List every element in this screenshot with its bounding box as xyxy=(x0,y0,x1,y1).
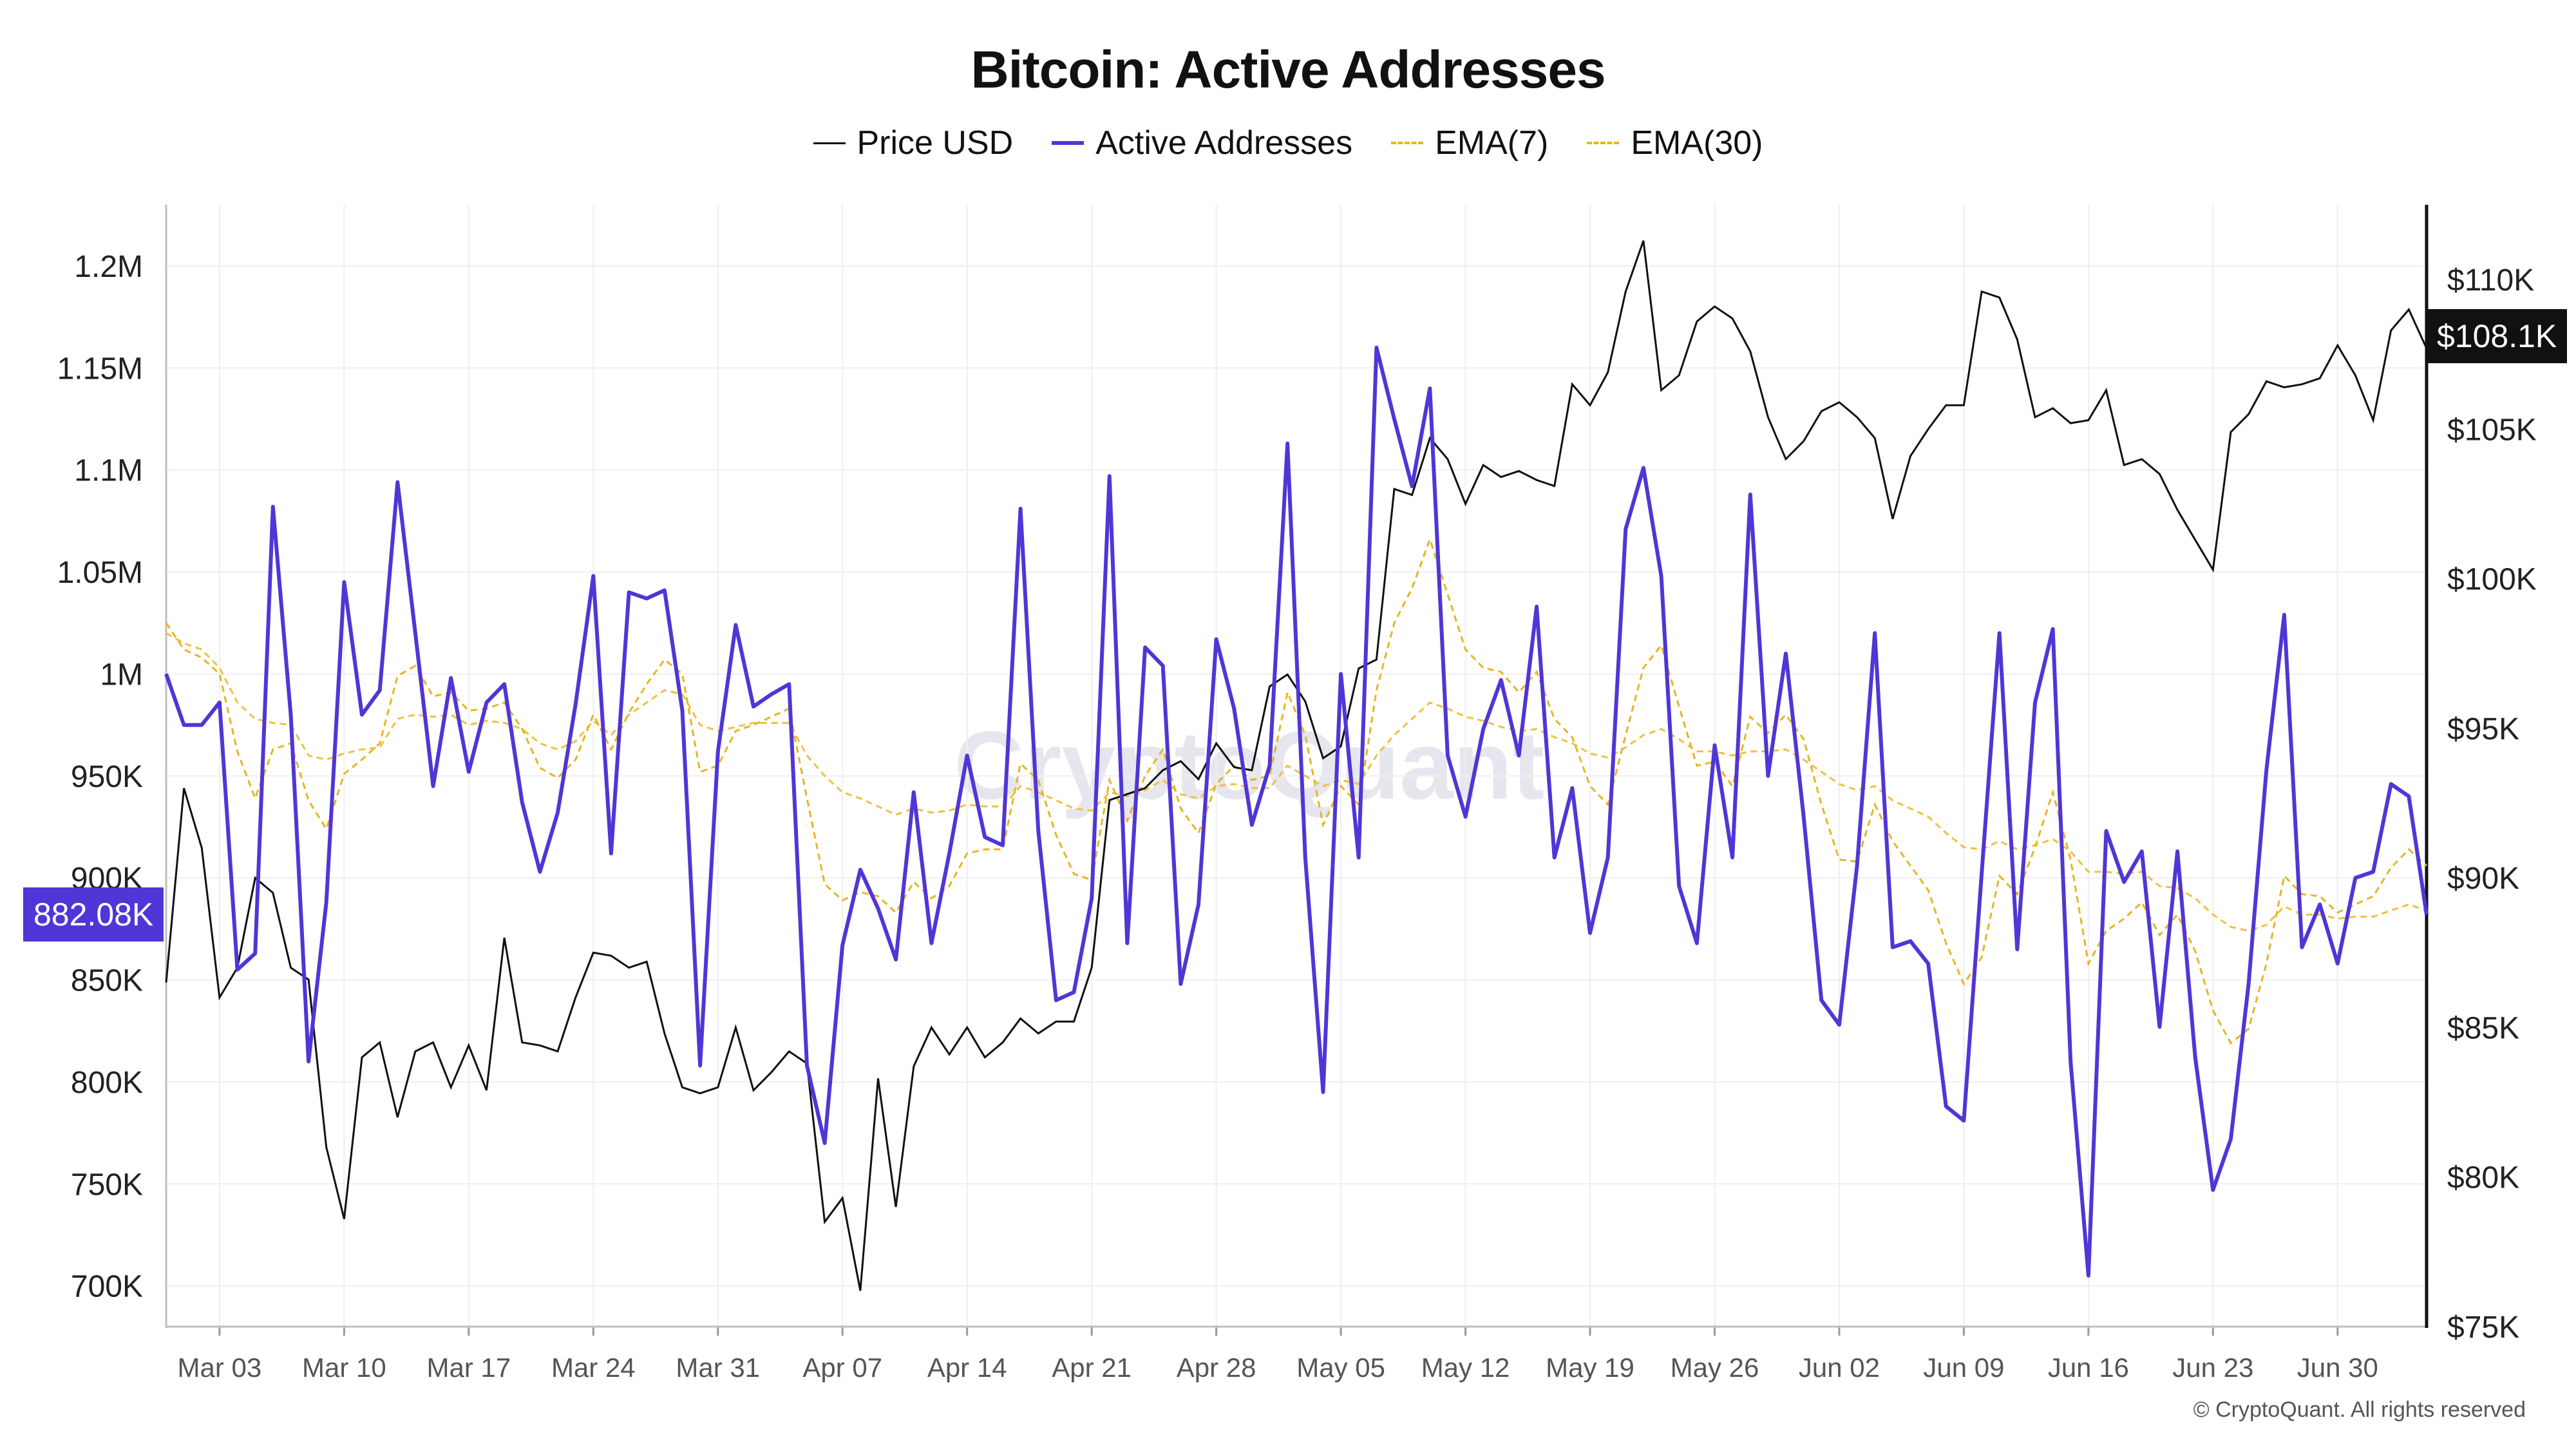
right-tick-label: $95K xyxy=(2447,712,2519,746)
left-tick-label: 1.05M xyxy=(57,556,143,590)
legend-label-ema30: EMA(30) xyxy=(1631,124,1763,162)
active-addresses-current-tag: 882.08K xyxy=(23,887,164,942)
x-tick-label: Mar 03 xyxy=(178,1352,262,1383)
legend-swatch-ema7 xyxy=(1391,142,1424,144)
axes xyxy=(165,205,2429,1336)
x-tick-label: Mar 24 xyxy=(551,1352,636,1383)
copyright: © CryptoQuant. All rights reserved xyxy=(2193,1397,2526,1422)
grid xyxy=(166,205,2427,1327)
left-tick-label: 750K xyxy=(71,1168,143,1202)
ema7-line xyxy=(165,536,2428,1045)
x-tick-label: May 19 xyxy=(1546,1352,1634,1383)
left-tick-label: 850K xyxy=(71,964,143,998)
right-tick-label: $105K xyxy=(2447,413,2537,447)
legend-label-ema7: EMA(7) xyxy=(1435,124,1549,162)
series xyxy=(164,240,2463,1291)
x-tick-label: May 12 xyxy=(1421,1352,1510,1383)
active-addresses-line xyxy=(164,345,2429,1278)
legend-item-price[interactable]: Price USD xyxy=(813,124,1014,162)
left-tick-label: 1.15M xyxy=(57,352,143,386)
left-tick-label: 1.2M xyxy=(74,250,143,284)
legend-swatch-active-addresses xyxy=(1052,141,1084,145)
left-tick-label: 1.1M xyxy=(74,454,143,488)
right-tick-label: $90K xyxy=(2447,862,2519,896)
x-tick-label: Jun 30 xyxy=(2297,1352,2378,1383)
x-tick-label: Jun 09 xyxy=(1923,1352,2004,1383)
left-tick-label: 800K xyxy=(71,1066,143,1100)
x-tick-label: Apr 21 xyxy=(1052,1352,1132,1383)
price-line xyxy=(165,240,2463,1291)
right-tick-label: $110K xyxy=(2447,263,2534,298)
x-tick-label: Mar 10 xyxy=(302,1352,386,1383)
ticks: 700K750K800K850K900K950K1M1.05M1.1M1.15M… xyxy=(57,250,2537,1383)
x-tick-label: Jun 16 xyxy=(2048,1352,2129,1383)
right-tick-label: $75K xyxy=(2447,1311,2519,1345)
left-tick-label: 1M xyxy=(100,658,143,692)
x-tick-label: Jun 23 xyxy=(2172,1352,2253,1383)
left-tick-label: 700K xyxy=(71,1270,143,1304)
legend-swatch-price xyxy=(813,142,846,144)
x-tick-label: Apr 28 xyxy=(1177,1352,1256,1383)
legend-label-price: Price USD xyxy=(857,124,1014,162)
right-tick-label: $85K xyxy=(2447,1011,2519,1045)
legend-item-active-addresses[interactable]: Active Addresses xyxy=(1052,124,1352,162)
x-tick-label: Mar 31 xyxy=(676,1352,760,1383)
legend-label-active-addresses: Active Addresses xyxy=(1095,124,1353,162)
x-tick-label: May 05 xyxy=(1296,1352,1385,1383)
chart-title: Bitcoin: Active Addresses xyxy=(971,41,1605,99)
ema30-line xyxy=(166,632,2427,933)
legend-item-ema7[interactable]: EMA(7) xyxy=(1391,124,1548,162)
x-tick-label: Mar 17 xyxy=(426,1352,511,1383)
right-tick-label: $100K xyxy=(2447,563,2537,597)
price-current-tag: $108.1K xyxy=(2427,309,2568,364)
x-tick-label: Apr 07 xyxy=(802,1352,882,1383)
x-tick-label: Apr 14 xyxy=(927,1352,1007,1383)
legend-item-ema30[interactable]: EMA(30) xyxy=(1587,124,1763,162)
legend: Price USD Active Addresses EMA(7) EMA(30… xyxy=(0,124,2576,162)
right-tick-label: $80K xyxy=(2447,1161,2519,1195)
x-tick-label: Jun 02 xyxy=(1799,1352,1880,1383)
x-tick-label: May 26 xyxy=(1671,1352,1759,1383)
legend-swatch-ema30 xyxy=(1587,142,1620,144)
left-tick-label: 950K xyxy=(71,760,143,794)
